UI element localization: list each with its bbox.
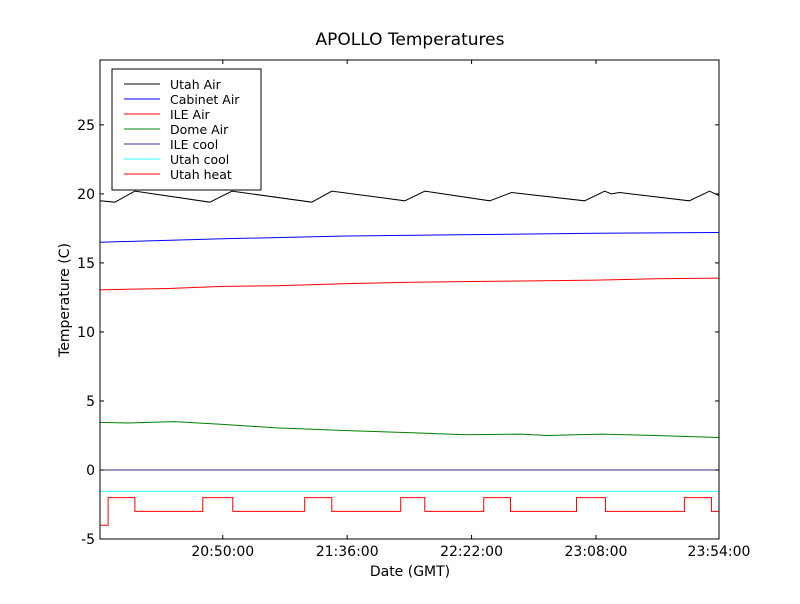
y-tick-label: 0 [86, 463, 95, 479]
y-tick-label: 5 [86, 394, 95, 410]
legend-label: ILE cool [170, 137, 218, 152]
y-tick-label: 20 [77, 187, 95, 203]
legend-label: ILE Air [170, 107, 211, 122]
legend-label: Utah cool [170, 152, 229, 167]
x-tick-label: 21:36:00 [316, 544, 379, 560]
x-axis-label: Date (GMT) [370, 564, 450, 580]
y-tick-label: 10 [77, 325, 95, 341]
series-layer [99, 190, 719, 526]
tick-layer: 20:50:00 21:36:00 22:22:00 23:08:00 23:54:00… [77, 60, 750, 560]
series-line-cabinet-air [99, 232, 719, 243]
chart-title: APOLLO Temperatures [316, 30, 505, 50]
y-tick-label: 25 [77, 118, 95, 134]
legend-label: Utah Air [170, 77, 222, 92]
y-tick-label: 15 [77, 256, 95, 272]
legend-label: Utah heat [170, 167, 232, 182]
x-tick-label: 23:08:00 [565, 544, 628, 560]
series-line-utah-heat [100, 497, 719, 526]
series-line-utah-air [99, 190, 719, 203]
y-axis-label: Temperature (C) [57, 243, 73, 358]
series-line-ile-air [99, 277, 719, 291]
x-tick-label: 22:22:00 [440, 544, 503, 560]
legend-label: Dome Air [170, 122, 229, 137]
plot-frame [99, 59, 720, 540]
x-tick-label: 23:54:00 [688, 544, 751, 560]
legend-label: Cabinet Air [170, 92, 240, 107]
series-line-dome-air [99, 421, 719, 439]
x-tick-label: 20:50:00 [191, 544, 254, 560]
y-tick-label: -5 [81, 532, 95, 548]
